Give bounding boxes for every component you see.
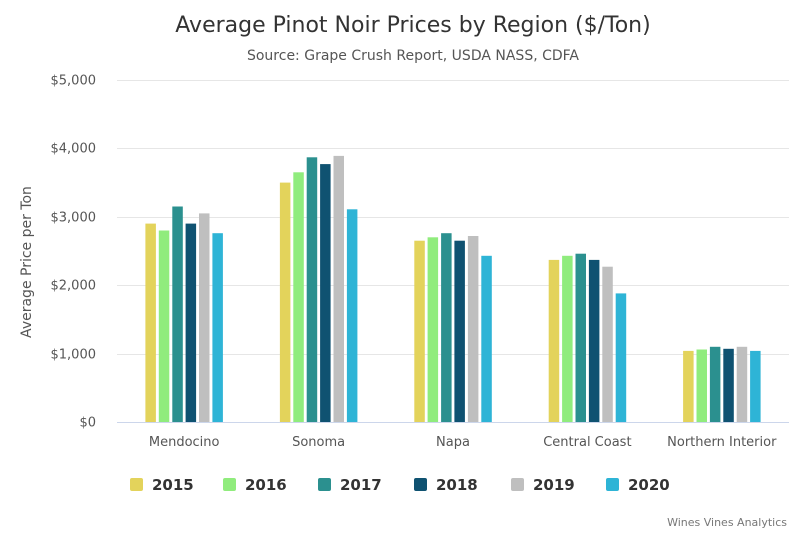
bar-2015-central-coast[interactable] <box>548 259 560 422</box>
bar-2019-northern-interior[interactable] <box>736 346 748 422</box>
bar-2015-mendocino[interactable] <box>145 223 156 422</box>
x-tick-label: Napa <box>436 435 470 450</box>
bar-2015-northern-interior[interactable] <box>683 350 694 422</box>
bar-2020-sonoma[interactable] <box>346 209 358 422</box>
bar-2016-mendocino[interactable] <box>158 230 170 423</box>
legend-swatch <box>130 478 143 491</box>
y-tick-label: $1,000 <box>51 348 97 363</box>
bar-2015-sonoma[interactable] <box>279 182 291 422</box>
legend-swatch <box>511 478 524 491</box>
bar-2017-napa[interactable] <box>441 233 452 422</box>
bar-2019-napa[interactable] <box>467 236 479 422</box>
legend: 2015 2016 2017 2018 2019 2020 <box>130 476 670 494</box>
y-axis-title: Average Price per Ton <box>19 186 35 338</box>
legend-item-2017[interactable]: 2017 <box>318 476 382 494</box>
bar-2020-napa[interactable] <box>481 255 492 422</box>
bar-2019-central-coast[interactable] <box>602 266 613 422</box>
bar-2019-sonoma[interactable] <box>333 155 345 422</box>
y-tick-label: $4,000 <box>51 142 97 157</box>
y-tick-label: $0 <box>79 416 96 431</box>
x-tick-label: Central Coast <box>543 435 631 450</box>
bar-2019-mendocino[interactable] <box>199 213 210 422</box>
bar-2018-napa[interactable] <box>454 240 465 422</box>
legend-label: 2017 <box>340 476 382 494</box>
chart-credit: Wines Vines Analytics <box>667 516 787 529</box>
y-axis-ticks: $0 $1,000 $2,000 $3,000 $4,000 $5,000 <box>51 74 97 431</box>
bar-2018-mendocino[interactable] <box>185 223 197 422</box>
x-axis-ticks: Mendocino Sonoma Napa Central Coast Northern… <box>149 435 777 450</box>
x-tick-label: Sonoma <box>292 435 345 450</box>
x-tick-label: Mendocino <box>149 435 220 450</box>
legend-swatch <box>606 478 619 491</box>
legend-item-2016[interactable]: 2016 <box>223 476 287 494</box>
bar-2020-central-coast[interactable] <box>615 293 627 422</box>
bar-2020-mendocino[interactable] <box>212 233 223 422</box>
bar-2020-northern-interior[interactable] <box>750 350 761 422</box>
bar-2017-mendocino[interactable] <box>172 206 183 423</box>
legend-label: 2018 <box>436 476 478 494</box>
chart-title: Average Pinot Noir Prices by Region ($/T… <box>175 13 650 38</box>
bar-2018-central-coast[interactable] <box>588 259 600 422</box>
bar-2017-central-coast[interactable] <box>575 253 587 422</box>
legend-item-2019[interactable]: 2019 <box>511 476 575 494</box>
bar-2017-sonoma[interactable] <box>306 157 318 423</box>
x-tick-label: Northern Interior <box>667 435 777 450</box>
y-tick-label: $5,000 <box>51 74 97 89</box>
bar-2015-napa[interactable] <box>414 240 425 422</box>
legend-label: 2019 <box>533 476 575 494</box>
bar-2018-sonoma[interactable] <box>320 164 331 422</box>
bar-2016-napa[interactable] <box>427 237 439 422</box>
bar-2016-central-coast[interactable] <box>562 255 573 422</box>
bar-2018-northern-interior[interactable] <box>723 348 734 422</box>
bar-2017-northern-interior[interactable] <box>709 346 721 422</box>
bar-2016-sonoma[interactable] <box>293 172 304 422</box>
legend-label: 2015 <box>152 476 194 494</box>
legend-swatch <box>414 478 427 491</box>
legend-item-2018[interactable]: 2018 <box>414 476 478 494</box>
legend-swatch <box>223 478 236 491</box>
legend-label: 2020 <box>628 476 670 494</box>
gridlines <box>117 80 789 423</box>
legend-item-2020[interactable]: 2020 <box>606 476 670 494</box>
legend-label: 2016 <box>245 476 287 494</box>
bar-2016-northern-interior[interactable] <box>696 349 708 423</box>
chart-subtitle: Source: Grape Crush Report, USDA NASS, C… <box>247 48 579 64</box>
y-tick-label: $2,000 <box>51 279 97 294</box>
y-tick-label: $3,000 <box>51 211 97 226</box>
legend-swatch <box>318 478 331 491</box>
legend-item-2015[interactable]: 2015 <box>130 476 194 494</box>
bars <box>145 155 761 423</box>
